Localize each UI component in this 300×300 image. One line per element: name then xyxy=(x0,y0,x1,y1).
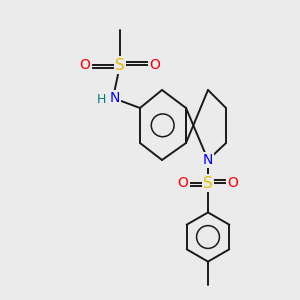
Text: S: S xyxy=(115,58,125,73)
Text: H: H xyxy=(97,93,106,106)
Text: O: O xyxy=(80,58,90,72)
Text: O: O xyxy=(228,176,238,190)
Text: O: O xyxy=(178,176,188,190)
Text: N: N xyxy=(109,91,120,105)
Text: N: N xyxy=(203,153,213,167)
Text: S: S xyxy=(203,176,213,190)
Text: O: O xyxy=(150,58,160,72)
